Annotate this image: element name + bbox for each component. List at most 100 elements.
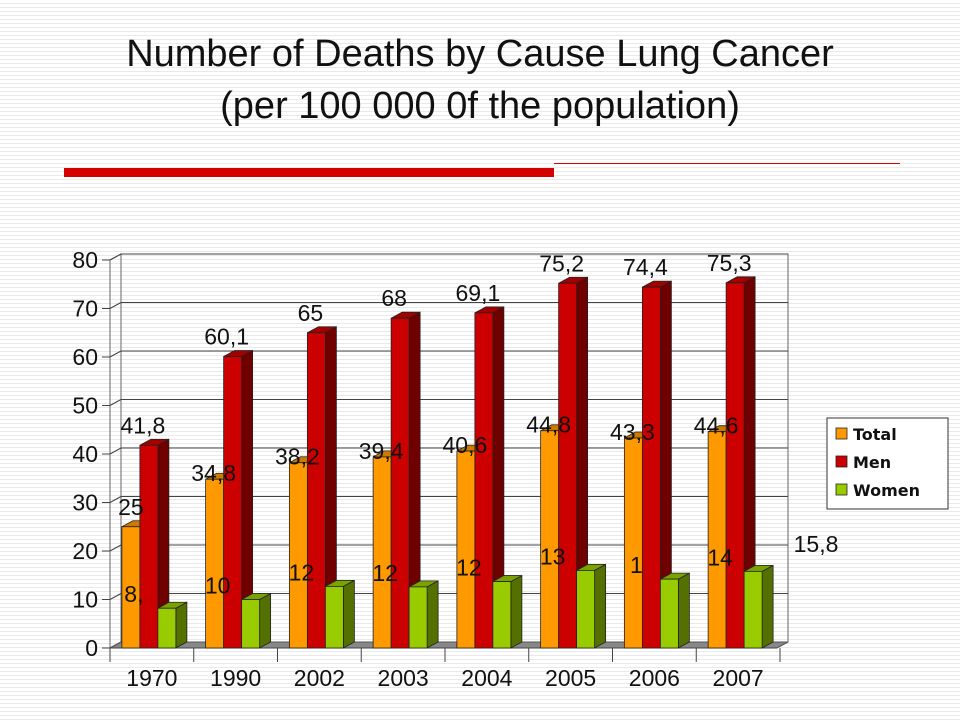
data-label-total: 38,2 <box>275 444 320 470</box>
legend-swatch-total <box>835 427 848 440</box>
bar-men <box>725 276 756 649</box>
chart-title: Number of Deaths by Cause Lung Cancer (p… <box>0 28 960 132</box>
gridline-side <box>109 399 122 406</box>
data-label-total: 25 <box>118 494 144 520</box>
bar-front <box>306 332 326 649</box>
bar-front <box>288 462 308 649</box>
data-label-men: 75,3 <box>707 250 752 276</box>
x-tick-label: 2002 <box>294 665 345 691</box>
data-label-women: 14 <box>707 544 733 570</box>
bar-men <box>558 276 589 649</box>
bar-front <box>576 570 596 649</box>
data-label-men: 68 <box>381 285 407 311</box>
x-tick-label: 2003 <box>378 665 429 691</box>
data-label-women: 13 <box>540 543 566 569</box>
bar-men <box>390 311 421 649</box>
bar-side <box>594 563 607 649</box>
bar-women <box>659 572 690 649</box>
bar-front <box>408 586 428 649</box>
bar-women <box>576 563 607 649</box>
data-label-women: 15,8 <box>794 531 839 557</box>
bar-front <box>324 586 344 649</box>
gridline-side <box>109 447 122 455</box>
title-accent-bar <box>64 168 554 177</box>
bar-front <box>540 430 560 649</box>
y-tick-label: 80 <box>72 247 98 273</box>
bar-women <box>157 601 188 649</box>
data-label-total: 43,3 <box>610 419 655 445</box>
data-label-total: 44,8 <box>526 412 571 438</box>
y-tick-label: 20 <box>72 538 98 564</box>
bar-front <box>707 431 727 649</box>
y-tick-label: 60 <box>72 344 98 370</box>
data-label-total: 39,4 <box>359 438 404 464</box>
bar-front <box>372 456 392 649</box>
bar-front <box>641 286 661 649</box>
legend-label-men: Men <box>853 453 891 472</box>
data-label-women: 12 <box>372 560 398 586</box>
bar-side <box>761 564 774 649</box>
bar-front <box>456 450 476 649</box>
bar-side <box>510 574 523 649</box>
data-label-men: 41,8 <box>120 412 165 438</box>
data-label-men: 74,4 <box>623 254 668 280</box>
bar-men <box>641 280 672 649</box>
data-label-women: 8, <box>124 581 143 607</box>
bar-women <box>324 579 355 649</box>
bar-men <box>306 326 337 649</box>
data-label-men: 75,2 <box>539 250 584 276</box>
x-tick-label: 2004 <box>461 665 512 691</box>
bar-front <box>157 607 177 649</box>
y-tick-label: 40 <box>72 441 98 467</box>
legend-swatch-men <box>835 455 848 468</box>
gridline-side <box>109 253 122 261</box>
plot-area: 0 10 20 30 40 50 60 70 80 1970 1990 2002 2003 2004 200… <box>72 247 789 691</box>
title-accent-line <box>554 163 900 164</box>
bar-front <box>725 282 745 649</box>
data-label-total: 34,8 <box>191 460 236 486</box>
gridline-side <box>109 544 122 552</box>
data-label-women: 10 <box>205 573 231 599</box>
data-label-women: 1 <box>630 552 643 578</box>
data-label-men: 69,1 <box>455 280 500 306</box>
bar-women <box>241 592 272 649</box>
data-label-men: 65 <box>298 300 324 326</box>
legend-label-total: Total <box>853 425 897 444</box>
x-tick-label: 2006 <box>629 665 680 691</box>
y-tick-label: 10 <box>72 587 98 613</box>
x-tick-label: 2005 <box>545 665 596 691</box>
gridline-side <box>109 496 122 503</box>
chart-title-line1: Number of Deaths by Cause Lung Cancer <box>126 33 834 75</box>
data-label-total: 44,6 <box>694 413 739 439</box>
bar-side <box>342 579 355 649</box>
bar-women <box>743 564 774 649</box>
bar-front <box>139 444 159 649</box>
bar-side <box>426 580 439 649</box>
data-label-men: 60,1 <box>204 324 249 350</box>
y-tick-label: 70 <box>72 296 98 322</box>
chart-title-line2: (per 100 000 0f the population) <box>220 85 740 127</box>
bar-men <box>474 306 505 649</box>
y-tick-label: 0 <box>85 635 98 661</box>
x-tick-label: 1970 <box>126 665 177 691</box>
bar-side <box>175 601 188 649</box>
gridline-side <box>109 593 122 600</box>
bar-front <box>623 437 643 649</box>
bar-side <box>259 592 272 649</box>
data-label-women: 12 <box>456 555 482 581</box>
bar-side <box>677 572 690 649</box>
bar-front <box>390 317 410 649</box>
data-label-women: 12 <box>289 559 315 585</box>
bar-front <box>558 282 578 649</box>
bar-front <box>474 312 494 649</box>
x-tick-label: 1990 <box>210 665 261 691</box>
data-labels: 25 41,8 8, 34,8 60,1 10 38,2 65 12 39,4 68 12 40,6 69… <box>118 250 838 607</box>
gridline-side <box>109 350 122 358</box>
data-label-total: 40,6 <box>442 432 487 458</box>
x-tick-label: 2007 <box>713 665 764 691</box>
legend-swatch-women <box>835 483 848 496</box>
gridline-side <box>109 302 122 309</box>
bar-front <box>205 478 225 649</box>
bar-men <box>139 438 170 649</box>
